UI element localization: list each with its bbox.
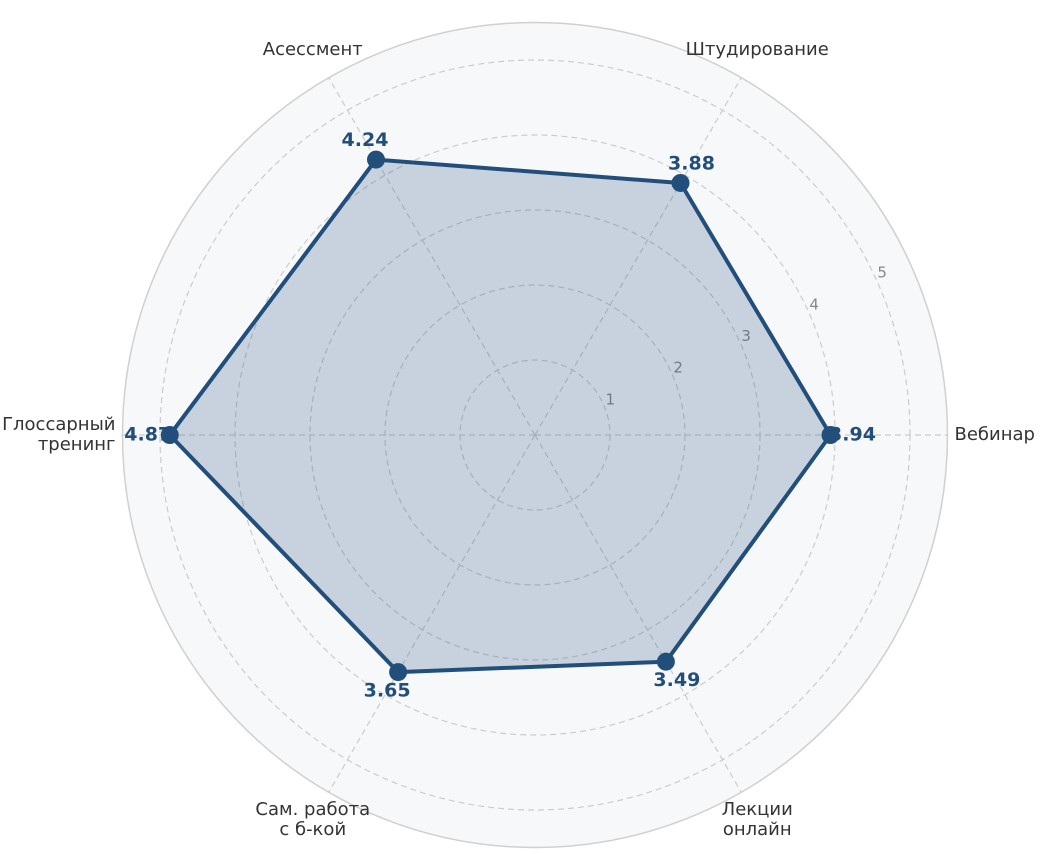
r-tick-label: 1 — [605, 390, 615, 408]
value-label: 4.24 — [342, 129, 389, 151]
r-tick-label: 2 — [673, 359, 683, 377]
spoke — [534, 77, 742, 436]
value-label: 3.88 — [668, 152, 715, 174]
value-label: 3.49 — [653, 669, 700, 691]
data-point — [656, 652, 675, 671]
spoke — [534, 434, 742, 793]
value-label: 3.65 — [364, 680, 411, 702]
value-label: 4.87 — [124, 424, 171, 446]
category-label: Лекции онлайн — [722, 799, 793, 840]
category-label: Вебинар — [955, 424, 1035, 445]
category-label: Асессмент — [263, 39, 363, 60]
category-label: Штудирование — [686, 39, 829, 60]
r-tick-label: 4 — [809, 295, 819, 313]
data-point — [821, 426, 840, 444]
data-point — [367, 150, 385, 169]
data-point — [671, 173, 690, 192]
data-point — [160, 426, 179, 444]
data-point — [389, 663, 408, 682]
category-label: Глоссарный тренинг — [2, 414, 115, 455]
category-label: Сам. работа с б-кой — [255, 799, 370, 840]
value-label: 3.94 — [829, 424, 876, 446]
r-tick-label: 5 — [877, 264, 887, 282]
spoke — [328, 434, 536, 793]
r-tick-label: 3 — [741, 327, 751, 345]
spoke — [328, 77, 536, 436]
